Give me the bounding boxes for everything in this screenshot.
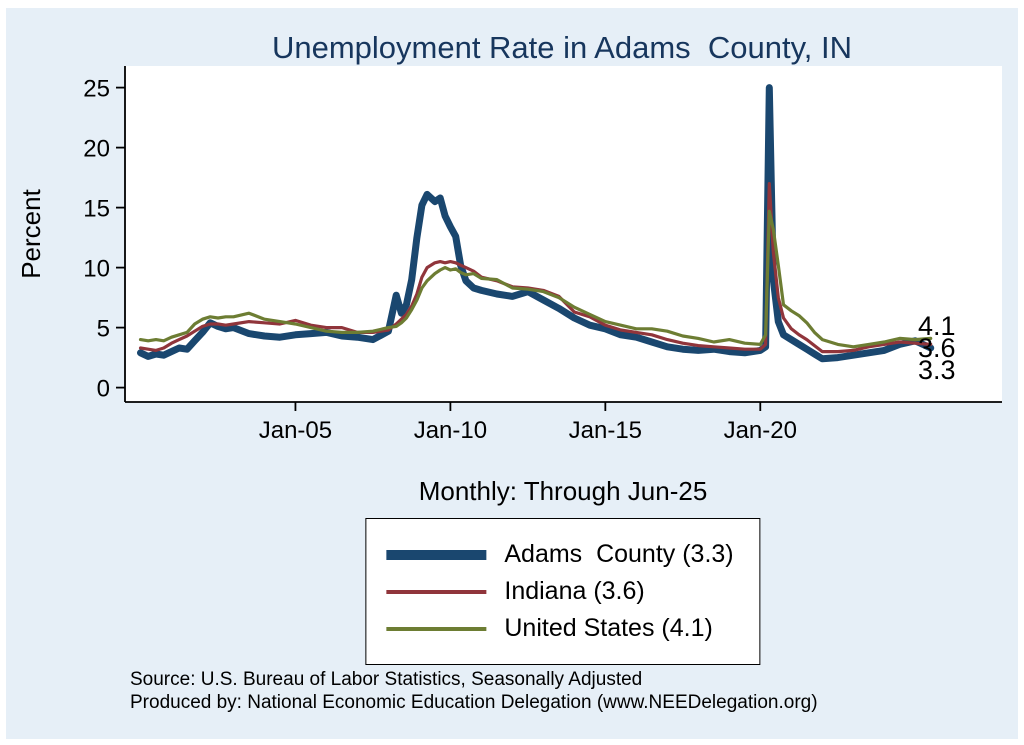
y-tick-label: 25	[83, 76, 110, 103]
legend-label-adams-county: Adams County (3.3)	[504, 540, 734, 568]
y-tick-label: 15	[83, 196, 110, 223]
x-tick-label: Jan-05	[259, 417, 332, 444]
y-tick-label: 10	[83, 256, 110, 283]
end-label-indiana: 3.6	[918, 333, 956, 363]
legend: Adams County (3.3) Indiana (3.6) United …	[365, 518, 761, 665]
legend-item-adams-county: Adams County (3.3)	[386, 540, 734, 569]
end-label-united-states: 4.1	[918, 311, 956, 341]
y-tick-label: 0	[97, 376, 110, 403]
legend-line-swatch-adams-county	[386, 549, 487, 560]
legend-label-united-states: United States (4.1)	[504, 614, 713, 642]
plot-area: 0 5 10 15 20 25 Jan-05 Jan-10 Jan-15 Jan-20 Percen…	[16, 66, 1002, 444]
legend-label-indiana: Indiana (3.6)	[504, 577, 645, 605]
end-label-adams-county: 3.3	[918, 355, 956, 385]
legend-line-swatch-united-states	[386, 626, 487, 631]
chart-title: Unemployment Rate in Adams County, IN	[271, 30, 853, 65]
source-notes: Source: U.S. Bureau of Labor Statistics,…	[130, 668, 818, 714]
source-note-2: Produced by: National Economic Education…	[130, 692, 818, 713]
legend-item-indiana: Indiana (3.6)	[386, 577, 733, 606]
y-tick-label: 5	[97, 316, 110, 343]
line-indiana	[138, 181, 933, 354]
y-tick-label: 20	[83, 136, 110, 163]
legend-item-united-states: United States (4.1)	[386, 614, 733, 643]
y-axis-label: Percent	[16, 188, 46, 278]
legend-line-swatch-indiana	[386, 589, 487, 594]
x-tick-label: Jan-15	[569, 417, 642, 444]
x-axis-caption: Monthly: Through Jun-25	[418, 476, 708, 506]
source-note-1: Source: U.S. Bureau of Labor Statistics,…	[130, 669, 643, 690]
line-adams-county	[137, 84, 935, 363]
x-tick-label: Jan-10	[414, 417, 487, 444]
x-tick-label: Jan-20	[724, 417, 797, 444]
line-united-states	[138, 209, 933, 349]
